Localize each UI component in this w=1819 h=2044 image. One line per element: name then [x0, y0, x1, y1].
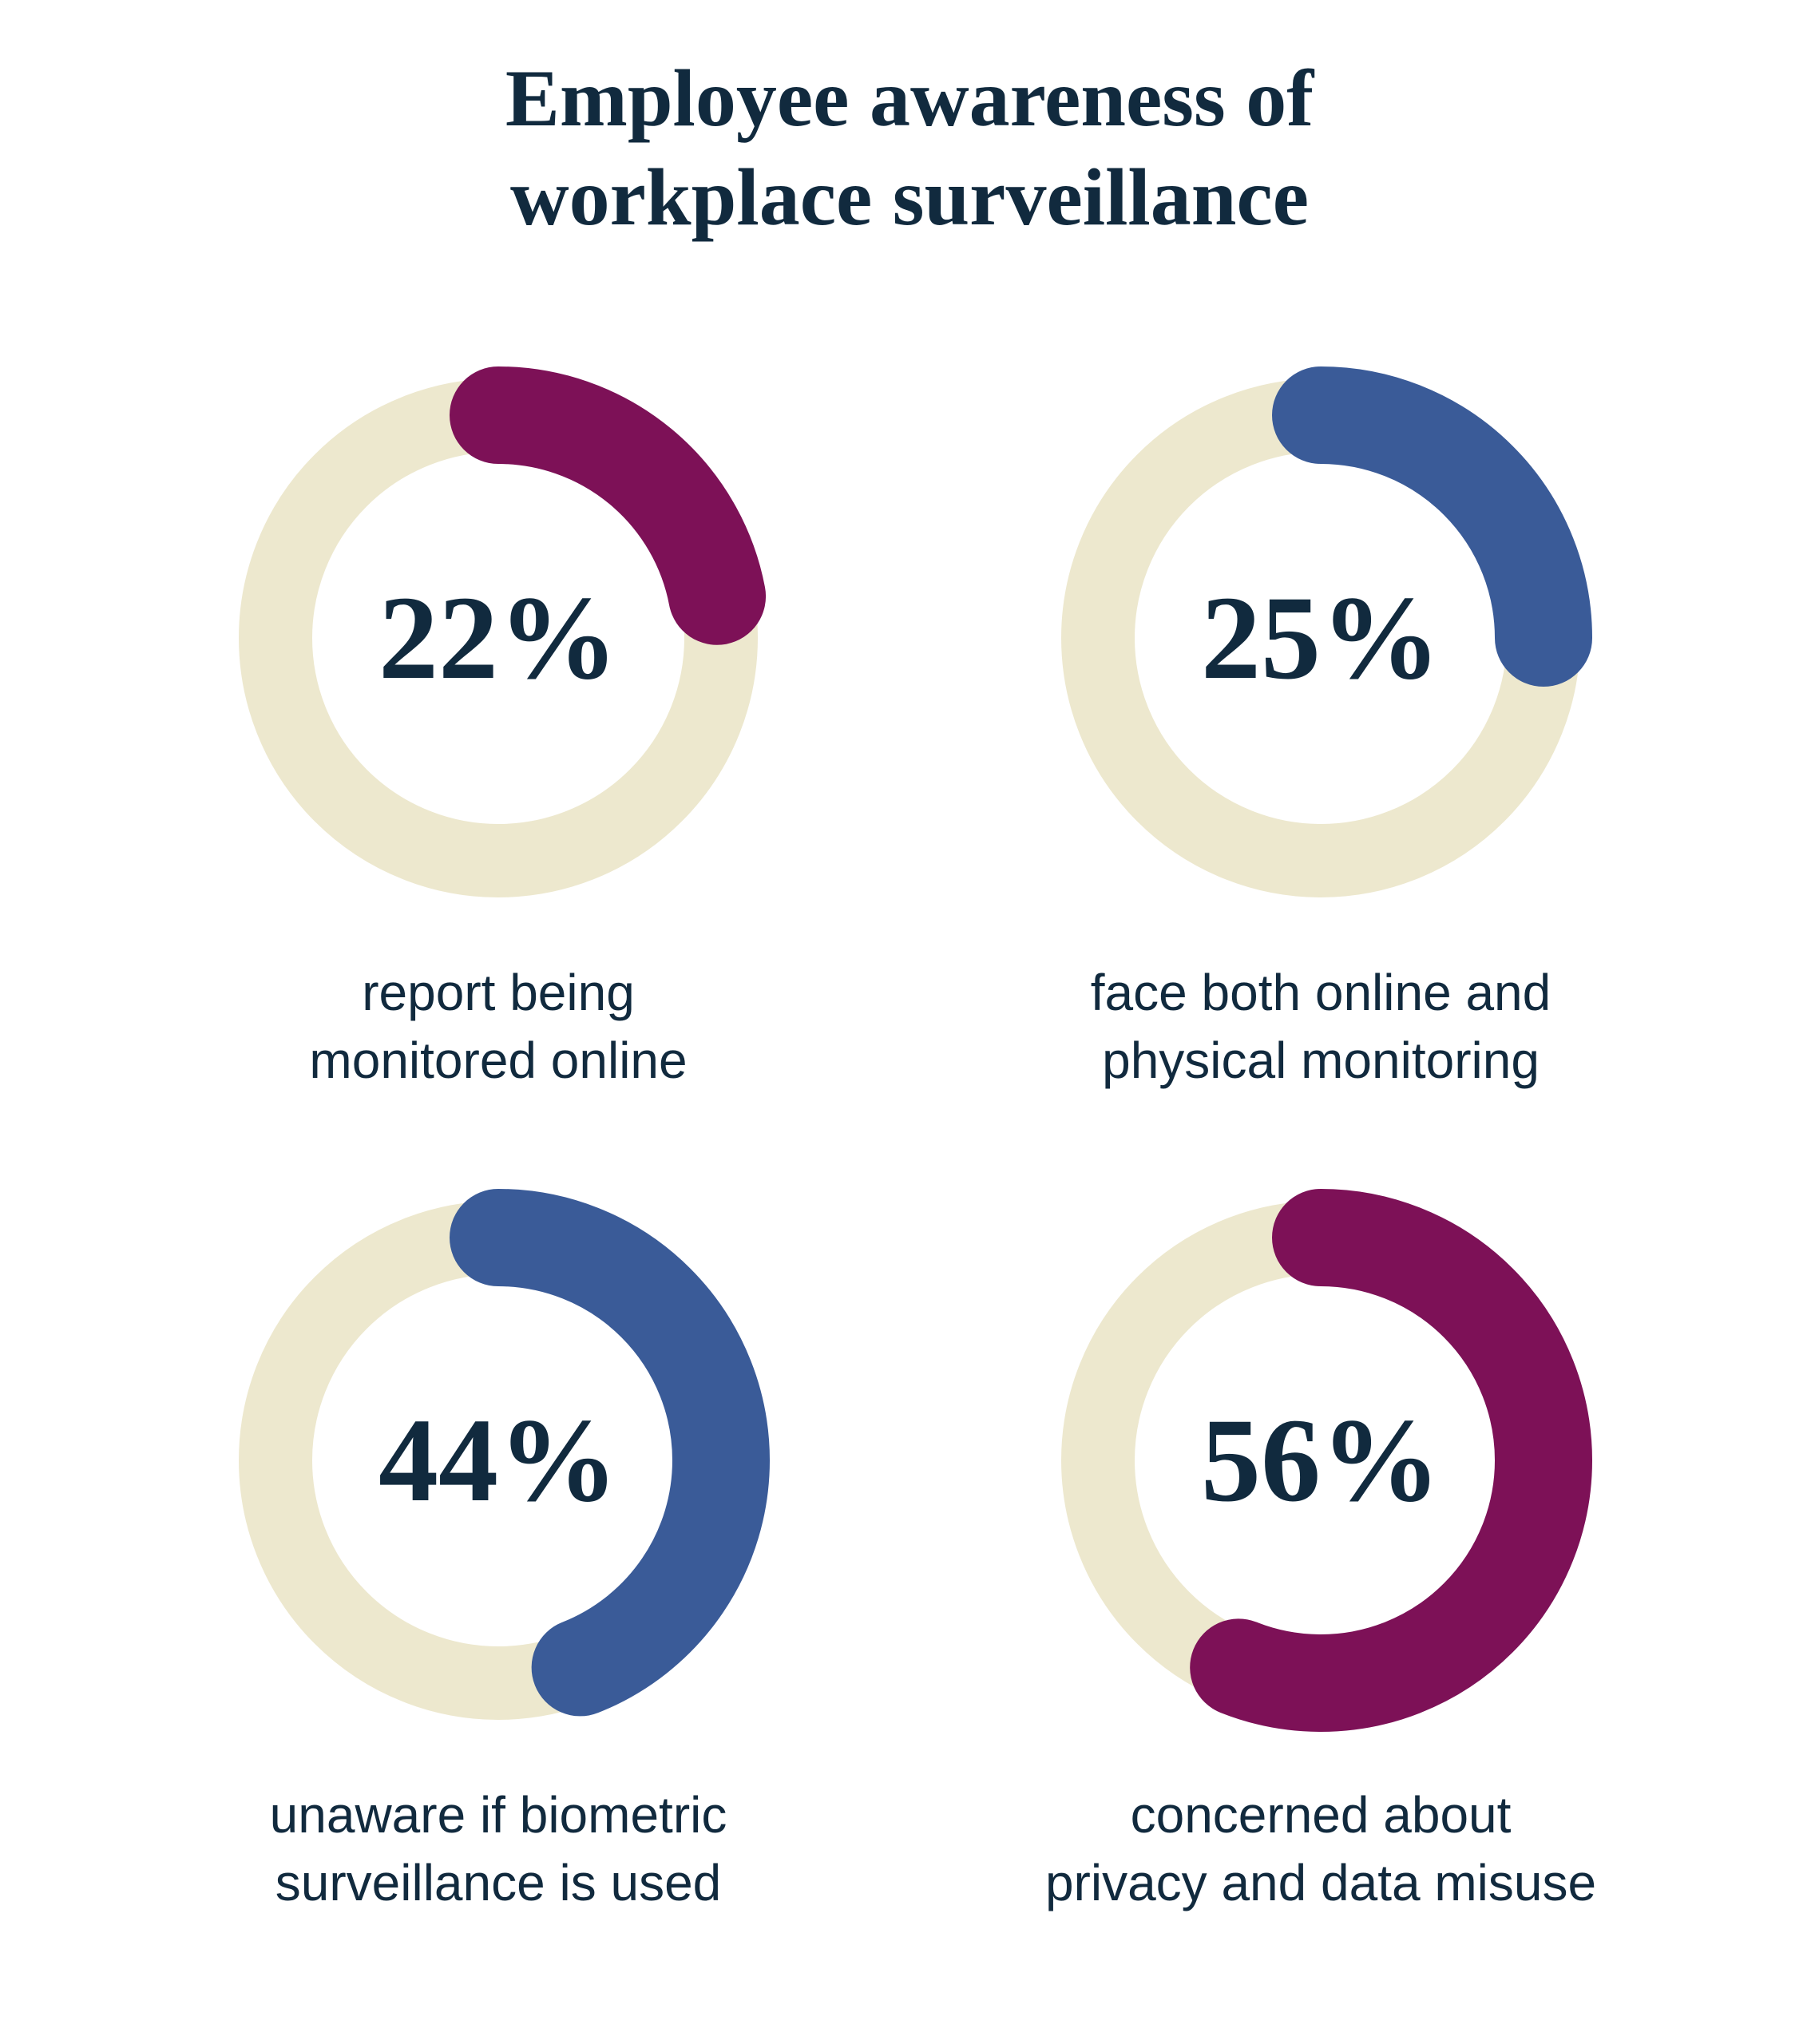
donut-chart: 22% — [227, 366, 770, 909]
donut-arc — [227, 1189, 770, 1733]
donut-svg — [227, 366, 770, 909]
stat-cell-biometric: 44% unaware if biometric surveillance is… — [87, 1189, 910, 1917]
donut-grid: 22% report being monitored online 25% fa… — [87, 366, 1732, 1917]
donut-svg — [1049, 366, 1592, 909]
donut-chart: 44% — [227, 1189, 770, 1733]
page-title: Employee awareness of workplace surveill… — [505, 53, 1314, 244]
donut-chart: 56% — [1049, 1189, 1592, 1733]
donut-arc — [1049, 1189, 1592, 1733]
donut-arc — [227, 366, 770, 909]
donut-arc — [1049, 366, 1592, 909]
donut-svg — [227, 1189, 770, 1733]
stat-caption: report being monitored online — [309, 963, 688, 1089]
donut-svg — [1049, 1189, 1592, 1733]
stat-cell-privacy-concern: 56% concerned about privacy and data mis… — [910, 1189, 1732, 1917]
stat-caption: unaware if biometric surveillance is use… — [269, 1786, 727, 1912]
donut-chart: 25% — [1049, 366, 1592, 909]
stat-cell-monitored-online: 22% report being monitored online — [87, 366, 910, 1095]
stat-caption: face both online and physical monitoring — [1090, 963, 1552, 1089]
stat-cell-online-physical: 25% face both online and physical monito… — [910, 366, 1732, 1095]
stat-caption: concerned about privacy and data misuse — [1044, 1786, 1597, 1912]
